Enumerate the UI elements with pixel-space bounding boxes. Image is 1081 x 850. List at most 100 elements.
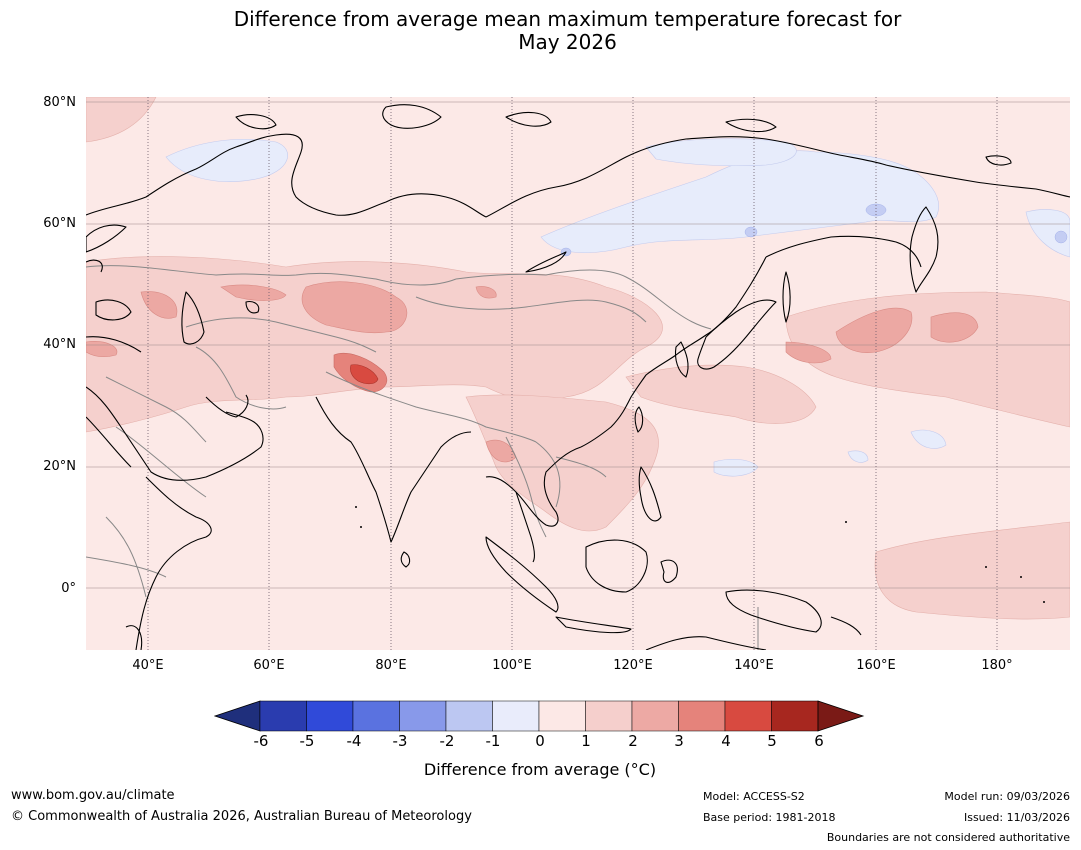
- coast-arabia: [86, 386, 264, 481]
- map-title-line2: May 2026: [518, 30, 617, 54]
- model-run-text: Model run: 09/03/2026: [944, 790, 1070, 803]
- coast-indochina: [485, 446, 582, 527]
- coast-lake-baikal: [525, 251, 567, 273]
- lat-label-20n: 20°N: [43, 459, 76, 474]
- lat-label-40n: 40°N: [43, 337, 76, 352]
- border-middle-east: [105, 376, 207, 443]
- lon-label-120e: 120°E: [613, 658, 653, 673]
- colorbar-bin-4-to-5: [724, 700, 772, 732]
- cool-anomaly-regions: [165, 138, 1070, 477]
- colorbar-bin--2-to--1: [445, 700, 493, 732]
- cool-region-pacific-small: [847, 450, 869, 463]
- lon-label-40e: 40°E: [132, 658, 164, 673]
- coast-india: [315, 396, 472, 543]
- cool-region-scandinavia: [165, 138, 288, 182]
- coast-java: [555, 616, 632, 634]
- lon-label-100e: 100°E: [492, 658, 532, 673]
- colorbar-tick-1: 1: [581, 732, 591, 750]
- lon-label-60e: 60°E: [253, 658, 285, 673]
- coast-scandinavia: [86, 224, 127, 253]
- coast-aral: [245, 301, 260, 314]
- island-dot-2: [1020, 576, 1022, 578]
- colorbar-bin-3-to-4: [678, 700, 726, 732]
- cool-region-bering: [1025, 209, 1070, 258]
- model-text: Model: ACCESS-S2: [703, 790, 805, 803]
- colorbar-bin--6-to--5: [259, 700, 307, 732]
- cool-region-okhotsk: [645, 138, 797, 167]
- colorbar-title: Difference from average (°C): [423, 760, 657, 779]
- graticule: [86, 101, 1070, 589]
- border-se-asia: [505, 436, 547, 538]
- island-dot-3: [1043, 601, 1045, 603]
- warm-hotspot-himalaya: [333, 352, 388, 393]
- anomaly-map: [86, 97, 1070, 650]
- colorbar-tick--1: -1: [485, 732, 501, 750]
- coast-sumatra: [485, 536, 559, 613]
- colorbar-extend-low: [214, 700, 261, 732]
- coast-sulawesi: [660, 559, 678, 583]
- coast-sakhalin: [782, 271, 791, 323]
- warm-region-tibet: [301, 281, 408, 334]
- coast-africa-horn: [135, 476, 212, 650]
- map-title: Difference from average mean maximum tem…: [0, 8, 1081, 54]
- cool-region-siberia-east: [540, 150, 939, 253]
- colorbar: [214, 700, 865, 732]
- colorbar-tick--6: -6: [253, 732, 269, 750]
- coast-solomon: [830, 616, 862, 636]
- cool-spot-1: [865, 203, 887, 217]
- coast-japan: [697, 299, 777, 370]
- coast-novaya-zemlya: [382, 104, 442, 129]
- coast-taiwan: [634, 406, 644, 433]
- colorbar-extend-high: [817, 700, 865, 732]
- coast-wrangel: [985, 155, 1012, 166]
- lon-label-80e: 80°E: [375, 658, 407, 673]
- colorbar-tick--3: -3: [392, 732, 408, 750]
- border-himalaya: [325, 371, 537, 443]
- meridians: [147, 97, 998, 650]
- coast-sri-lanka: [400, 551, 411, 568]
- colorbar-bin--5-to--4: [306, 700, 354, 732]
- coast-red-sea: [86, 416, 132, 468]
- coast-borneo: [585, 539, 648, 593]
- lat-label-80n: 80°N: [43, 95, 76, 110]
- cool-spot-4: [1054, 230, 1068, 244]
- base-period-text: Base period: 1981-2018: [703, 811, 836, 824]
- colorbar-bin--3-to--2: [399, 700, 447, 732]
- colorbar-bin-5-to-6: [771, 700, 819, 732]
- colorbar-tick--4: -4: [346, 732, 362, 750]
- warm-region-east-china-sea: [625, 364, 817, 424]
- coast-siberia-arctic: [485, 136, 1070, 218]
- coast-persian-gulf: [205, 394, 249, 418]
- lon-label-160e: 160°E: [856, 658, 896, 673]
- cool-spot-2: [744, 226, 758, 238]
- warm-hotspot-4-5: [350, 364, 379, 385]
- warm-region-mongolia: [475, 286, 497, 299]
- colorbar-bin-2-to-3: [631, 700, 679, 732]
- colorbar-tick--5: -5: [299, 732, 315, 750]
- border-china-mongolia: [415, 296, 647, 323]
- colorbar-tick--2: -2: [439, 732, 455, 750]
- island-dot-4: [845, 521, 847, 523]
- lon-label-140e: 140°E: [734, 658, 774, 673]
- cool-region-philippine: [910, 429, 947, 449]
- border-russia-kazakhstan: [86, 265, 457, 286]
- copyright-text: © Commonwealth of Australia 2026, Austra…: [11, 809, 472, 824]
- coast-australia-north: [645, 636, 767, 650]
- colorbar-tick-5: 5: [767, 732, 777, 750]
- colorbar-tick-4: 4: [721, 732, 731, 750]
- border-central-asia: [185, 317, 377, 353]
- coast-east-asia: [580, 256, 767, 448]
- warm-region-equatorial-pacific: [874, 521, 1070, 620]
- colorbar-tick-2: 2: [628, 732, 638, 750]
- website-link[interactable]: www.bom.gov.au/climate: [11, 788, 175, 803]
- coast-philippines: [638, 466, 662, 522]
- warm-region-northwest: [86, 97, 157, 143]
- coast-arctic-europe: [86, 133, 487, 218]
- coast-black-sea: [95, 299, 132, 321]
- lat-label-60n: 60°N: [43, 216, 76, 231]
- colorbar-tick-0: 0: [535, 732, 545, 750]
- colorbar-bin--4-to--3: [352, 700, 400, 732]
- colorbar-tick-3: 3: [674, 732, 684, 750]
- island-dot-5: [355, 506, 357, 508]
- colorbar-bin--1-to-0: [492, 700, 540, 732]
